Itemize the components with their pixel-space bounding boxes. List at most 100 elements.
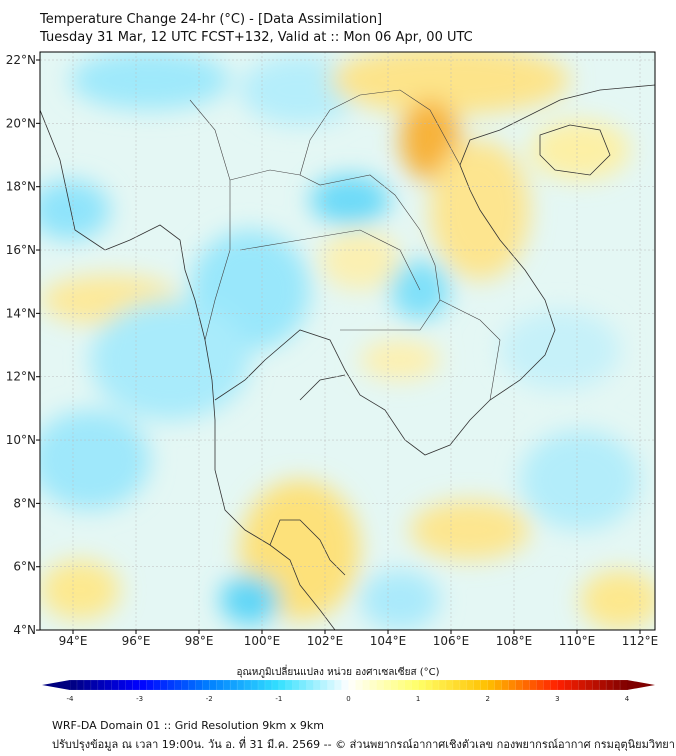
lat-label: 16°N bbox=[6, 243, 36, 257]
colorbar-tick-label: 4 bbox=[625, 695, 630, 703]
colorbar-segment bbox=[376, 679, 384, 691]
lat-label: 12°N bbox=[6, 370, 36, 384]
colorbar-segment bbox=[605, 679, 614, 691]
colorbar-segment bbox=[404, 679, 412, 691]
colorbar-segment bbox=[501, 679, 510, 691]
colorbar-segment bbox=[466, 679, 475, 691]
temperature-field bbox=[40, 52, 655, 630]
colorbar-segment bbox=[585, 679, 593, 691]
lat-label: 6°N bbox=[13, 560, 36, 574]
colorbar-segment bbox=[348, 679, 356, 691]
colorbar-segment bbox=[264, 679, 273, 691]
lon-label: 106°E bbox=[433, 634, 470, 648]
colorbar-segment bbox=[571, 679, 579, 691]
colorbar-segment bbox=[146, 679, 155, 691]
colorbar-segment bbox=[104, 679, 113, 691]
colorbar-segment bbox=[160, 679, 168, 691]
lon-label: 98°E bbox=[185, 634, 214, 648]
colorbar-segment bbox=[362, 679, 370, 691]
colorbar-segment bbox=[598, 679, 607, 691]
colorbar-segment bbox=[459, 679, 468, 691]
colorbar-segment bbox=[508, 679, 517, 691]
colorbar-segment bbox=[306, 679, 315, 691]
colorbar-segment bbox=[578, 679, 586, 691]
colorbar-segment bbox=[174, 679, 182, 691]
colorbar-segment bbox=[285, 679, 294, 691]
colorbar-tick-label: 2 bbox=[486, 695, 490, 703]
colorbar-tick-label: 3 bbox=[555, 695, 559, 703]
colorbar-segment bbox=[341, 679, 350, 691]
colorbar-segment bbox=[202, 679, 210, 691]
colorbar-tick-label: 0 bbox=[346, 695, 350, 703]
lat-label: 10°N bbox=[6, 433, 36, 447]
colorbar-segment bbox=[216, 679, 224, 691]
lon-label: 102°E bbox=[307, 634, 344, 648]
colorbar-segment bbox=[417, 679, 426, 691]
colorbar-segment bbox=[90, 679, 99, 691]
colorbar-segment bbox=[557, 679, 565, 691]
colorbar-segment bbox=[132, 679, 141, 691]
colorbar-segment bbox=[327, 679, 336, 691]
colorbar-segment bbox=[292, 679, 301, 691]
colorbar-segment bbox=[76, 679, 85, 691]
lon-label: 100°E bbox=[244, 634, 281, 648]
colorbar-segment bbox=[536, 679, 544, 691]
lon-label: 96°E bbox=[122, 634, 151, 648]
colorbar-segment bbox=[111, 679, 120, 691]
colorbar-segment bbox=[355, 679, 363, 691]
colorbar-segment bbox=[125, 679, 134, 691]
colorbar-segment bbox=[188, 679, 196, 691]
colorbar-tick-label: -2 bbox=[206, 695, 213, 703]
colorbar-segment bbox=[83, 679, 92, 691]
colorbar-max-arrow bbox=[627, 680, 655, 690]
colorbar-segment bbox=[397, 679, 405, 691]
colorbar-segment bbox=[487, 679, 496, 691]
colorbar-segment bbox=[522, 679, 531, 691]
colorbar-segment bbox=[564, 679, 572, 691]
graticule bbox=[40, 52, 655, 630]
colorbar-segment bbox=[515, 679, 524, 691]
lat-label: 14°N bbox=[6, 306, 36, 320]
colorbar-segment bbox=[445, 679, 454, 691]
chart-title: Temperature Change 24-hr (°C) - [Data As… bbox=[40, 12, 383, 27]
colorbar-segment bbox=[299, 679, 308, 691]
colorbar-segment bbox=[424, 679, 433, 691]
colorbar-segment bbox=[529, 679, 537, 691]
lon-label: 110°E bbox=[559, 634, 596, 648]
colorbar-segment bbox=[209, 679, 217, 691]
colorbar-segment bbox=[167, 679, 175, 691]
colorbar-segment bbox=[181, 679, 189, 691]
chart-subtitle: Tuesday 31 Mar, 12 UTC FCST+132, Valid a… bbox=[40, 30, 473, 45]
colorbar-segment bbox=[257, 679, 266, 691]
colorbar-segment bbox=[222, 679, 231, 691]
colorbar-label: อุณหภูมิเปลี่ยนแปลง หน่วย องศาเซลเซียส (… bbox=[236, 667, 440, 678]
colorbar-segment bbox=[334, 679, 343, 691]
colorbar-segment bbox=[480, 679, 489, 691]
footer-credit: ปรับปรุงข้อมูล ณ เวลา 19:00น. วัน อ. ที่… bbox=[52, 738, 675, 751]
colorbar-segment bbox=[236, 679, 245, 691]
colorbar-segment bbox=[195, 679, 203, 691]
colorbar-segment bbox=[139, 679, 148, 691]
colorbar-segment bbox=[369, 679, 377, 691]
colorbar-segment bbox=[229, 679, 238, 691]
borders bbox=[189, 89, 501, 401]
colorbar-segment bbox=[431, 679, 440, 691]
colorbar bbox=[42, 679, 655, 691]
colorbar-segment bbox=[250, 679, 259, 691]
lat-label: 4°N bbox=[13, 623, 36, 637]
lat-label: 22°N bbox=[6, 53, 36, 67]
colorbar-segment bbox=[390, 679, 398, 691]
colorbar-segment bbox=[550, 679, 558, 691]
lat-label: 20°N bbox=[6, 116, 36, 130]
lon-label: 108°E bbox=[496, 634, 533, 648]
lat-label: 8°N bbox=[13, 496, 36, 510]
colorbar-segment bbox=[619, 679, 628, 691]
colorbar-segment bbox=[243, 679, 252, 691]
colorbar-segment bbox=[271, 679, 280, 691]
colorbar-segment bbox=[153, 679, 162, 691]
colorbar-segment bbox=[313, 679, 322, 691]
colorbar-segment bbox=[320, 679, 329, 691]
colorbar-segment bbox=[278, 679, 287, 691]
map-frame bbox=[39, 51, 656, 631]
